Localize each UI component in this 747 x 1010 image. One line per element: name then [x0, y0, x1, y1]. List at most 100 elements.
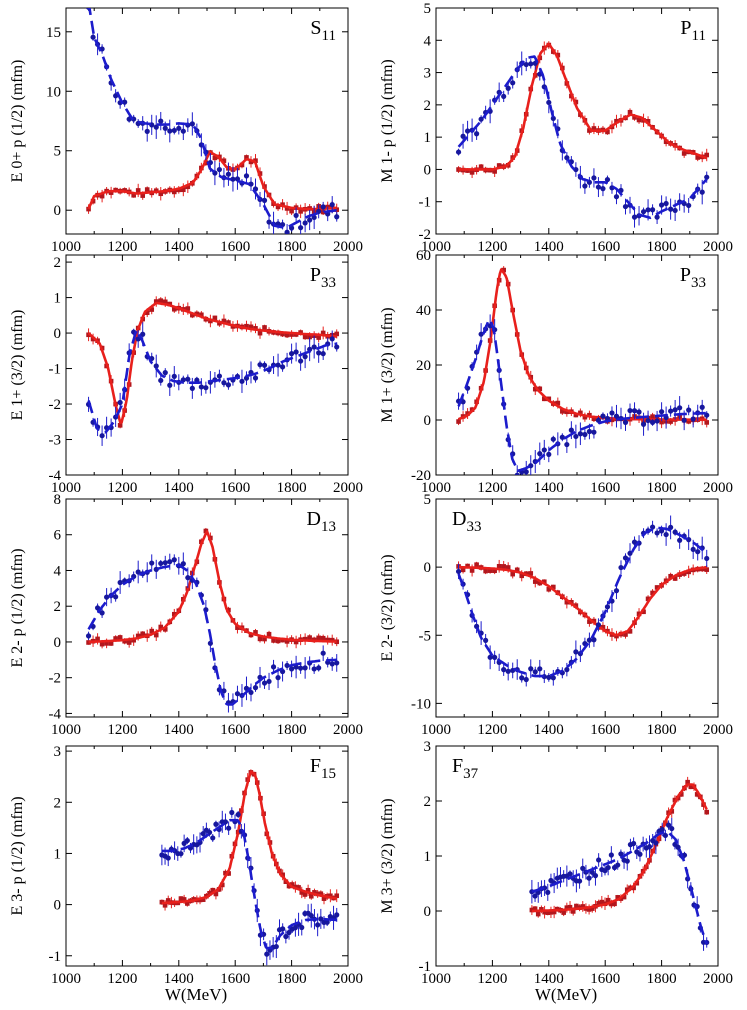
red-data-point [650, 414, 655, 419]
blue-data-point [243, 173, 250, 179]
red-fit-curve [88, 530, 337, 644]
y-tick-label: -10 [411, 696, 431, 712]
red-data-point [203, 528, 209, 534]
y-tick-label: 3 [54, 744, 62, 760]
blue-data-point [167, 128, 173, 134]
red-data-point [532, 906, 538, 911]
panel-label-main: P [310, 264, 321, 286]
x-tick-label: 2000 [333, 971, 363, 987]
red-data-point [158, 624, 164, 630]
red-data-point [221, 318, 227, 324]
red-data-point [117, 423, 123, 428]
red-data-point [586, 907, 592, 912]
red-data-point [496, 563, 502, 569]
red-data-point [286, 883, 292, 889]
y-tick-label: 0 [54, 326, 62, 342]
y-tick-label: 1 [424, 130, 432, 146]
blue-data-point [171, 373, 177, 379]
blue-data-point [609, 410, 615, 416]
blue-data-point [537, 666, 543, 672]
red-data-point [624, 887, 630, 893]
red-data-point [289, 332, 294, 337]
blue-data-point [320, 351, 326, 357]
red-data-point [561, 910, 566, 915]
blue-data-point [586, 875, 592, 881]
blue-data-point [293, 212, 299, 219]
blue-data-point [483, 637, 489, 643]
red-data-point [320, 330, 326, 336]
blue-data-point [315, 922, 321, 928]
blue-data-point [158, 560, 164, 567]
red-data-point [302, 636, 308, 642]
blue-data-point [455, 149, 462, 155]
blue-data-point [248, 689, 254, 696]
blue-data-point [586, 637, 593, 643]
y-tick-label: 0 [424, 413, 432, 429]
blue-data-point [320, 650, 326, 656]
blue-data-point [690, 416, 696, 422]
red-data-point [171, 306, 177, 312]
x-tick-label: 1400 [164, 480, 194, 496]
x-tick-label: 1200 [477, 239, 507, 255]
blue-data-point [318, 916, 324, 922]
blue-data-point [582, 431, 588, 438]
blue-data-point [279, 364, 286, 370]
red-data-point [244, 323, 249, 329]
blue-data-point [264, 951, 270, 957]
x-axis-title-left: W(MeV) [165, 985, 227, 1004]
red-data-point [302, 334, 308, 340]
x-tick-label: 1000 [51, 971, 81, 987]
y-tick-label: 2 [54, 599, 62, 615]
blue-data-point [505, 668, 511, 674]
panel-label: P33 [680, 264, 706, 291]
red-data-point [334, 331, 340, 337]
blue-data-point [546, 674, 552, 680]
red-data-point [587, 128, 592, 133]
x-tick-label: 1600 [220, 239, 250, 255]
blue-data-point [266, 678, 272, 685]
blue-data-point [631, 214, 638, 220]
blue-fit-curve [531, 830, 708, 945]
blue-data-point [622, 203, 629, 210]
red-data-point [514, 567, 520, 573]
x-tick-label: 1800 [647, 480, 677, 496]
x-tick-label: 1200 [477, 722, 507, 738]
panel-label: F37 [452, 755, 479, 782]
x-tick-label: 1800 [647, 971, 677, 987]
blue-data-point [229, 809, 235, 816]
blue-data-point [580, 865, 586, 871]
red-data-point [456, 167, 461, 172]
blue-data-point [299, 924, 305, 931]
plot-frame [435, 745, 719, 967]
x-tick-label: 1400 [534, 480, 564, 496]
blue-data-point [162, 125, 168, 131]
red-data-point [685, 779, 690, 785]
red-data-point [668, 573, 673, 579]
red-data-point [257, 636, 263, 642]
red-data-point [162, 299, 168, 305]
red-data-point [627, 109, 633, 115]
red-data-point [329, 637, 335, 643]
x-tick-label: 1000 [51, 722, 81, 738]
red-data-point [178, 896, 184, 901]
red-data-point [307, 334, 312, 340]
x-tick-label: 1400 [534, 722, 564, 738]
blue-data-point [298, 665, 304, 671]
blue-data-point [283, 933, 289, 940]
blue-data-point [608, 852, 614, 858]
x-tick-label: 1800 [277, 239, 307, 255]
red-data-point [86, 640, 91, 645]
red-data-point [321, 896, 327, 901]
y-tick-label: 40 [416, 303, 431, 319]
x-tick-label: 1600 [590, 239, 620, 255]
x-tick-label: 2000 [333, 239, 363, 255]
blue-data-point [275, 362, 281, 368]
red-data-point [328, 893, 333, 899]
red-data-point [210, 887, 216, 893]
blue-data-point [568, 427, 574, 433]
red-data-point [221, 158, 227, 164]
red-data-point [235, 625, 240, 630]
red-data-point [612, 901, 617, 907]
red-data-point [645, 596, 651, 602]
